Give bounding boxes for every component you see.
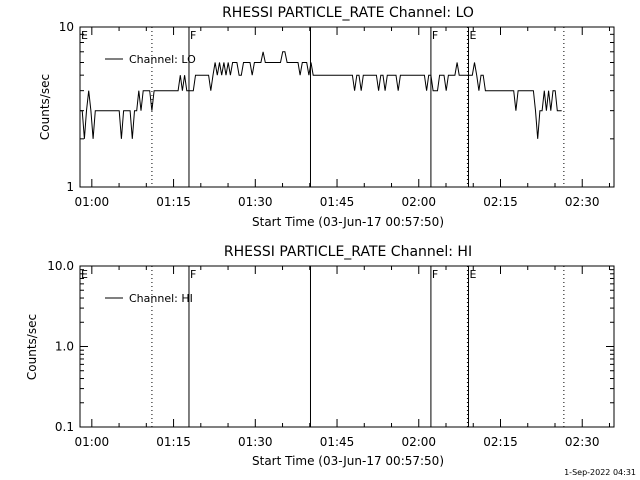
event-marker-label: E (81, 268, 88, 281)
y-axis-label: Counts/sec (25, 314, 39, 380)
event-marker-label: E (470, 29, 477, 42)
x-tick-label: 02:30 (565, 435, 600, 449)
x-tick-label: 01:45 (320, 195, 355, 209)
event-marker-label: E (470, 268, 477, 281)
chart-title: RHESSI PARTICLE_RATE Channel: LO (222, 5, 474, 21)
panel-hi-marks: E F F E 01:00 01:15 01:30 01:45 02:00 02:15 02:30 0… (47, 259, 615, 449)
y-tick-label: 1.0 (55, 340, 74, 354)
x-tick-label: 02:30 (565, 195, 600, 209)
event-marker-label: F (432, 268, 438, 281)
panel-lo: RHESSI PARTICLE_RATE Channel: LO Counts/… (38, 5, 615, 229)
x-tick-label: 01:45 (320, 435, 355, 449)
x-tick-label: 01:30 (238, 195, 273, 209)
legend-label: Channel: LO (129, 53, 196, 66)
plot-frame (79, 26, 615, 188)
legend-label: Channel: HI (129, 292, 193, 305)
panel-lo-marks: E F F E 01:00 01:15 01:30 01:45 02:00 02:15 02:30 1… (59, 20, 615, 209)
y-tick-label: 1 (66, 180, 74, 194)
series-line (80, 51, 562, 139)
x-tick-label: 01:00 (75, 195, 110, 209)
x-tick-label: 01:00 (75, 435, 110, 449)
x-axis-label: Start Time (03-Jun-17 00:57:50) (252, 454, 444, 468)
panel-hi: RHESSI PARTICLE_RATE Channel: HI Counts/… (25, 244, 615, 468)
chart-title: RHESSI PARTICLE_RATE Channel: HI (224, 244, 472, 260)
y-tick-label: 10 (59, 20, 74, 34)
x-tick-label: 02:00 (401, 435, 436, 449)
x-tick-label: 02:00 (401, 195, 436, 209)
x-tick-label: 02:15 (483, 195, 518, 209)
x-tick-label: 02:15 (483, 435, 518, 449)
event-marker-label: F (190, 29, 196, 42)
x-tick-label: 01:30 (238, 435, 273, 449)
event-marker-label: E (81, 29, 88, 42)
y-tick-label: 10.0 (47, 259, 74, 273)
y-axis-label: Counts/sec (38, 74, 52, 140)
x-axis-label: Start Time (03-Jun-17 00:57:50) (252, 215, 444, 229)
footer-timestamp: 1-Sep-2022 04:31 (564, 468, 636, 477)
y-tick-label: 0.1 (55, 420, 74, 434)
event-marker-label: F (432, 29, 438, 42)
x-tick-label: 01:15 (156, 195, 191, 209)
x-tick-label: 01:15 (156, 435, 191, 449)
event-marker-label: F (190, 268, 196, 281)
